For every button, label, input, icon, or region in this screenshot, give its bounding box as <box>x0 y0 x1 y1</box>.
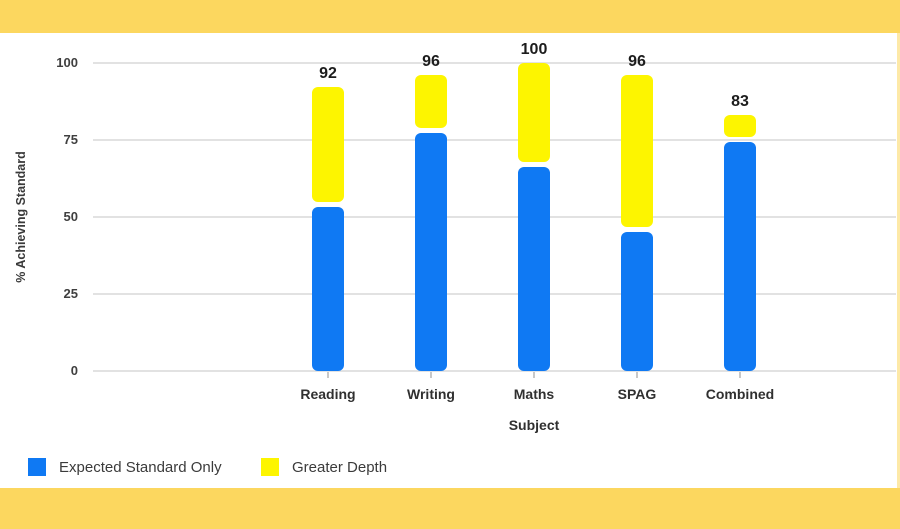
legend-swatch-expected-standard-only[interactable] <box>28 458 46 476</box>
gridline-50 <box>93 215 896 218</box>
right-border-sliver <box>897 33 900 488</box>
x-axis-tick-combined <box>739 372 741 378</box>
bar-segment-greater-depth-reading[interactable] <box>312 87 344 202</box>
x-axis-tick-spag <box>636 372 638 378</box>
legend-item-greater-depth[interactable]: Greater Depth <box>261 458 387 476</box>
legend-label-greater-depth: Greater Depth <box>292 458 388 476</box>
x-category-label-combined: Combined <box>705 386 775 402</box>
bar-segment-greater-depth-writing[interactable] <box>415 74 447 128</box>
x-axis-tick-maths <box>533 372 535 378</box>
x-category-label-spag: SPAG <box>617 386 657 402</box>
bar-total-label-spag: 96 <box>628 52 646 70</box>
bar-total-label-maths: 100 <box>520 40 548 58</box>
x-category-label-reading: Reading <box>300 386 356 402</box>
bar-segment-expected-writing[interactable] <box>415 132 447 371</box>
bar-segment-expected-combined[interactable] <box>724 142 756 371</box>
bottom-border-band <box>0 488 900 529</box>
bar-segment-expected-reading[interactable] <box>312 206 344 371</box>
x-axis-title: Subject <box>508 417 560 433</box>
bar-segment-expected-maths[interactable] <box>518 166 550 371</box>
top-border-band <box>0 0 900 33</box>
x-axis-tick-writing <box>430 372 432 378</box>
bar-segment-greater-depth-spag[interactable] <box>621 74 653 227</box>
y-tick-label-75: 75 <box>63 131 78 147</box>
x-axis-tick-reading <box>327 372 329 378</box>
gridline-0 <box>93 370 896 372</box>
legend-item-expected-standard-only[interactable]: Expected Standard Only <box>28 458 222 476</box>
bar-segment-greater-depth-combined[interactable] <box>724 115 756 138</box>
bar-total-label-reading: 92 <box>319 65 337 83</box>
x-category-label-writing: Writing <box>407 386 455 402</box>
bar-segment-greater-depth-maths[interactable] <box>518 62 550 162</box>
y-tick-label-100: 100 <box>56 54 78 70</box>
y-axis-title: % Achieving Standard <box>14 151 28 283</box>
x-category-label-maths: Maths <box>513 386 555 402</box>
y-tick-label-50: 50 <box>63 208 78 224</box>
bar-total-label-writing: 96 <box>422 52 440 70</box>
legend-label-expected-standard-only: Expected Standard Only <box>59 458 222 476</box>
y-tick-label-25: 25 <box>63 285 78 301</box>
y-tick-label-0: 0 <box>70 363 78 378</box>
bar-total-label-combined: 83 <box>731 93 749 111</box>
gridline-25 <box>93 292 896 295</box>
legend-swatch-greater-depth[interactable] <box>261 458 279 476</box>
bar-segment-expected-spag[interactable] <box>621 231 653 371</box>
gridline-100 <box>93 61 896 64</box>
gridline-75 <box>93 138 896 141</box>
